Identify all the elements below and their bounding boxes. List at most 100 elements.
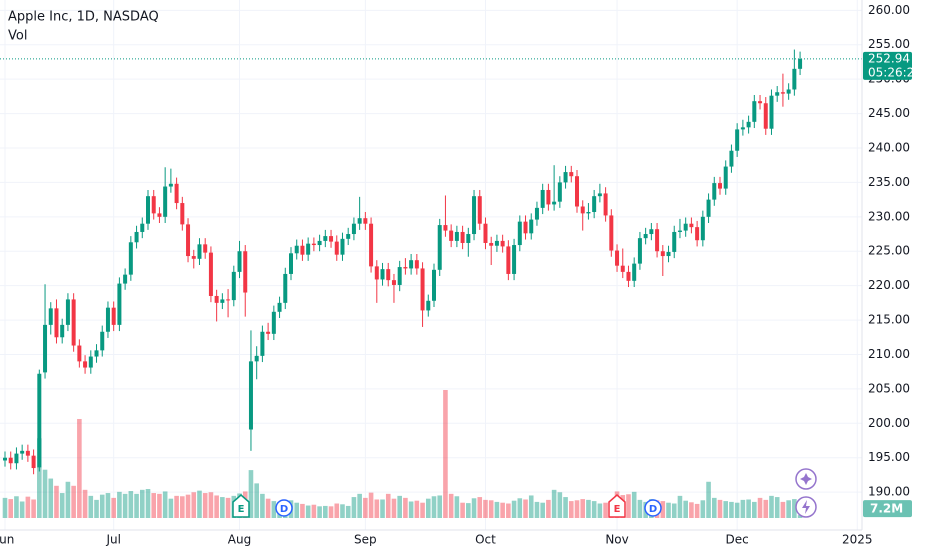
volume-bar bbox=[689, 502, 694, 518]
candle-body bbox=[443, 225, 448, 231]
volume-bar bbox=[694, 503, 700, 518]
volume-bar bbox=[128, 491, 134, 518]
event-label: D bbox=[280, 504, 288, 515]
volume-bar bbox=[757, 497, 763, 518]
candle-body bbox=[746, 121, 751, 128]
candle-body bbox=[552, 201, 557, 205]
volume-bar bbox=[82, 489, 88, 518]
volume-value-label: 7.2M bbox=[870, 502, 903, 516]
volume-bar bbox=[546, 499, 551, 518]
candle-body bbox=[569, 172, 574, 177]
y-tick-label: 200.00 bbox=[868, 416, 910, 430]
volume-bar bbox=[631, 491, 637, 518]
volume-bar bbox=[334, 503, 340, 518]
volume-bar bbox=[769, 495, 774, 518]
candle-body bbox=[77, 345, 82, 362]
volume-bar bbox=[357, 493, 362, 518]
candle-body bbox=[643, 234, 648, 239]
volume-bar bbox=[157, 493, 162, 518]
volume-bar bbox=[717, 499, 723, 518]
candle-body bbox=[14, 453, 19, 464]
volume-bar bbox=[683, 500, 688, 518]
volume-bar bbox=[71, 485, 76, 518]
candle-body bbox=[580, 206, 585, 214]
candle-body bbox=[60, 324, 65, 338]
candle-body bbox=[248, 361, 253, 430]
x-tick-label: Sep bbox=[354, 533, 377, 547]
volume-bar bbox=[774, 497, 780, 518]
candle-body bbox=[529, 219, 534, 234]
candle-body bbox=[557, 182, 562, 202]
y-tick-label: 240.00 bbox=[868, 140, 910, 154]
volume-bar bbox=[202, 493, 208, 518]
y-tick-label: 260.00 bbox=[868, 3, 910, 17]
candle-body bbox=[163, 186, 168, 217]
volume-bar bbox=[408, 501, 414, 518]
volume-bar bbox=[185, 494, 191, 518]
y-tick-label: 255.00 bbox=[868, 37, 910, 51]
volume-bar bbox=[511, 500, 517, 518]
candle-body bbox=[615, 250, 620, 266]
volume-bar bbox=[260, 493, 265, 518]
volume-bar bbox=[437, 495, 443, 518]
y-tick-label: 190.00 bbox=[868, 485, 910, 499]
candle-body bbox=[660, 251, 665, 257]
candle-body bbox=[792, 68, 797, 90]
y-tick-label: 195.00 bbox=[868, 450, 910, 464]
volume-bar bbox=[31, 499, 36, 518]
candle-body bbox=[311, 243, 316, 246]
volume-bar bbox=[317, 506, 322, 518]
volume-bar bbox=[374, 499, 380, 518]
volume-bar bbox=[563, 497, 568, 518]
candle-body bbox=[758, 101, 763, 104]
candle-body bbox=[695, 227, 700, 241]
candle-body bbox=[254, 355, 259, 362]
candle-body bbox=[735, 129, 740, 151]
volume-bar bbox=[403, 497, 408, 518]
volume-bar bbox=[637, 499, 643, 518]
volume-bar bbox=[677, 495, 683, 518]
candle-body bbox=[489, 242, 494, 246]
candle-body bbox=[620, 265, 625, 272]
candle-body bbox=[197, 244, 202, 259]
x-tick-label: Aug bbox=[228, 533, 251, 547]
volume-bar bbox=[523, 499, 528, 518]
volume-bar bbox=[220, 497, 225, 518]
candle-body bbox=[140, 223, 145, 232]
volume-bar bbox=[151, 493, 157, 518]
candle-body bbox=[677, 230, 682, 232]
candle-body bbox=[226, 299, 231, 301]
candle-body bbox=[420, 268, 425, 311]
ideas-icon-star bbox=[800, 473, 812, 485]
candle-body bbox=[43, 324, 48, 373]
candle-body bbox=[20, 450, 25, 454]
volume-bar bbox=[380, 499, 385, 518]
y-tick-label: 245.00 bbox=[868, 106, 910, 120]
candle-body bbox=[506, 246, 511, 274]
candle-body bbox=[25, 450, 30, 456]
candle-body bbox=[329, 236, 334, 242]
volume-bar bbox=[425, 498, 431, 518]
volume-bar bbox=[59, 493, 65, 518]
candle-body bbox=[134, 231, 139, 243]
volume-bar bbox=[488, 500, 494, 518]
candle-body bbox=[340, 238, 345, 255]
earnings-marker bbox=[232, 494, 250, 518]
volume-bar bbox=[180, 496, 185, 518]
candle-body bbox=[712, 183, 717, 200]
candle-body bbox=[346, 234, 351, 239]
x-tick-label: Jun bbox=[0, 533, 14, 547]
candle-body bbox=[672, 231, 677, 252]
candle-body bbox=[146, 196, 150, 224]
volume-bar bbox=[42, 469, 48, 518]
candle-body bbox=[157, 213, 162, 217]
candle-body bbox=[780, 92, 785, 94]
candle-body bbox=[180, 203, 185, 225]
candle-body bbox=[289, 253, 293, 274]
volume-bar bbox=[122, 493, 128, 518]
candle-body bbox=[523, 221, 528, 234]
volume-bar bbox=[666, 502, 671, 518]
x-tick-label: Oct bbox=[475, 533, 496, 547]
volume-bar bbox=[271, 501, 277, 518]
volume-bar bbox=[792, 499, 797, 518]
